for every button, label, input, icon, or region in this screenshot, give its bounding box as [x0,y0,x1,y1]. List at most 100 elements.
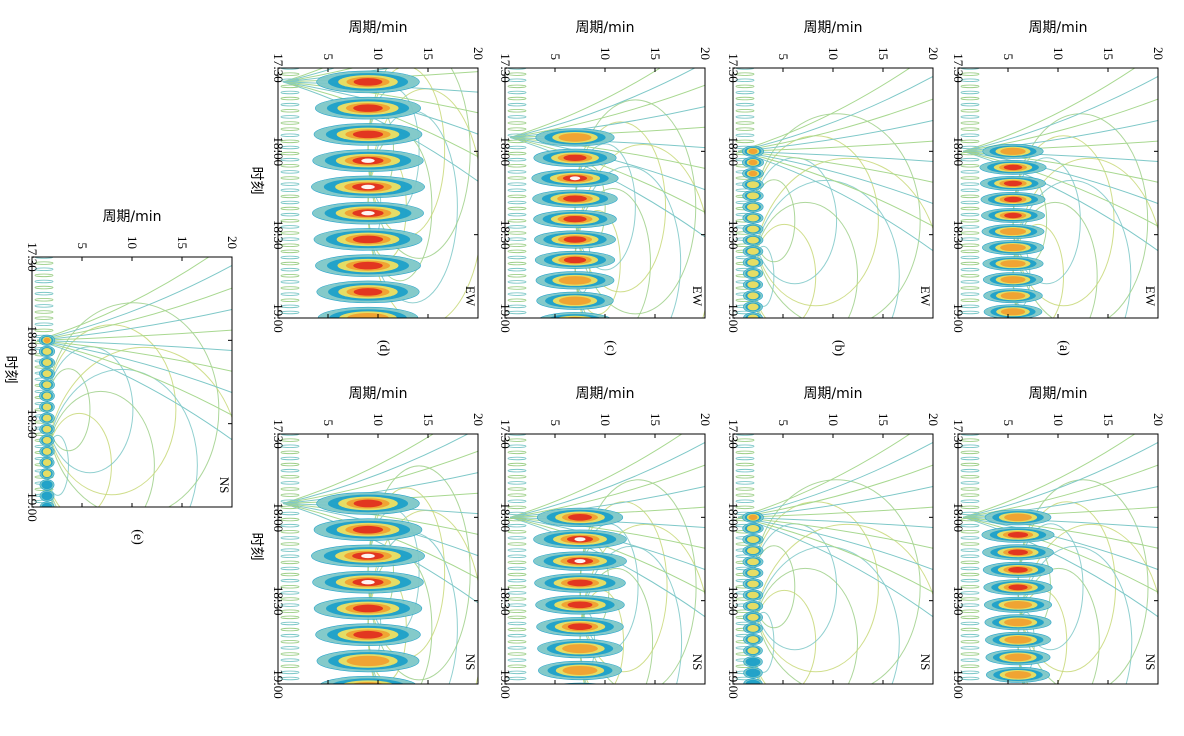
contour-line [507,462,527,467]
contour-line [507,517,527,522]
contour-line [960,475,980,479]
panel-0-1: 5 10 15 20 周期/min 17:30 18:00 18:30 19:00 NS [951,386,1166,699]
component-label: NS [217,477,232,494]
power-blob [361,158,375,163]
contour-line [36,265,232,341]
contour-line [507,231,527,235]
y-tick-label: 19:00 [271,303,286,333]
contour-line [960,462,980,467]
power-blob [353,261,383,270]
contour-line [280,456,300,461]
x-tick-label: 20 [1151,47,1166,60]
y-tick-label: 17:30 [951,53,966,83]
power-blob [42,347,52,355]
power-blob [42,436,52,444]
contour-line [507,90,527,95]
contour-line [960,151,980,156]
x-tick-label: 15 [1101,47,1116,60]
power-blob [747,580,759,588]
contour-line [280,170,300,174]
contour-line [34,273,54,278]
power-blob [346,655,390,667]
x-tick-label: 20 [698,413,713,426]
contour-line [507,597,527,601]
contour-line [735,310,755,315]
contour-line [34,310,54,314]
power-blob [574,537,586,542]
contour-line [280,219,300,223]
power-blob [41,491,53,501]
contour-line [507,194,527,199]
contour-line [737,464,933,518]
contour-line [280,566,300,571]
power-blob [747,203,759,211]
contour-line [735,84,755,89]
contour-line [735,68,755,70]
contour-line [960,603,980,607]
contour-line [507,658,527,662]
contour-line [962,442,1158,518]
contour-line [735,554,755,558]
contour-line [507,591,527,595]
power-blob [748,148,758,155]
contour-field [505,434,705,684]
contour-line [507,627,527,632]
x-tick-label: 5 [321,54,336,61]
power-blob [353,78,383,86]
contour-line [735,78,755,82]
y-axis-label: 时刻 [248,167,264,195]
contour-line [735,438,755,442]
contour-line [282,434,469,504]
contour-line [507,566,527,571]
power-blob [563,195,587,202]
contour-line [960,621,980,626]
power-blob [746,524,760,532]
contour-line [960,578,980,583]
contour-line [507,615,527,620]
contour-line [507,676,527,681]
power-blob [352,235,384,244]
contour-line [507,133,527,137]
power-blob [353,630,383,639]
contour-line [960,194,980,199]
y-tick-label: 17:30 [271,53,286,83]
contour-line [960,249,980,254]
contour-line [507,505,527,510]
contour-line [960,109,980,113]
y-tick-label: 18:00 [726,503,741,533]
contour-line [960,261,980,266]
contour-line [280,84,300,89]
contour-line [507,72,527,76]
contour-line [960,554,980,558]
contour-line [960,164,980,168]
contour-line [282,450,478,504]
contour-line [280,68,300,70]
y-tick-label: 18:30 [726,220,741,250]
power-blob [42,425,52,433]
y-tick-label: 18:00 [951,137,966,167]
power-blob [361,553,375,559]
contour-line [960,487,980,491]
y-axis-label: 时刻 [2,356,18,384]
power-blob [353,288,383,296]
contour-line [509,485,705,518]
contour-line [280,200,300,205]
x-axis-label: 周期/min [803,20,862,36]
contour-line [509,106,705,138]
contour-line [960,640,980,644]
contour-line [960,84,980,89]
contour-line [34,298,54,302]
power-blob [352,130,384,139]
contour-line [507,304,527,309]
contour-line [507,206,527,211]
contour-line [960,542,980,546]
panel-label-text: (e) [130,529,145,545]
contour-line [507,267,527,272]
power-blob [747,314,759,318]
power-blob [1004,671,1032,679]
contour-line [507,499,527,503]
contour-line [507,243,527,247]
power-blob [747,547,759,555]
power-blob [747,281,759,289]
contour-line [280,151,300,156]
